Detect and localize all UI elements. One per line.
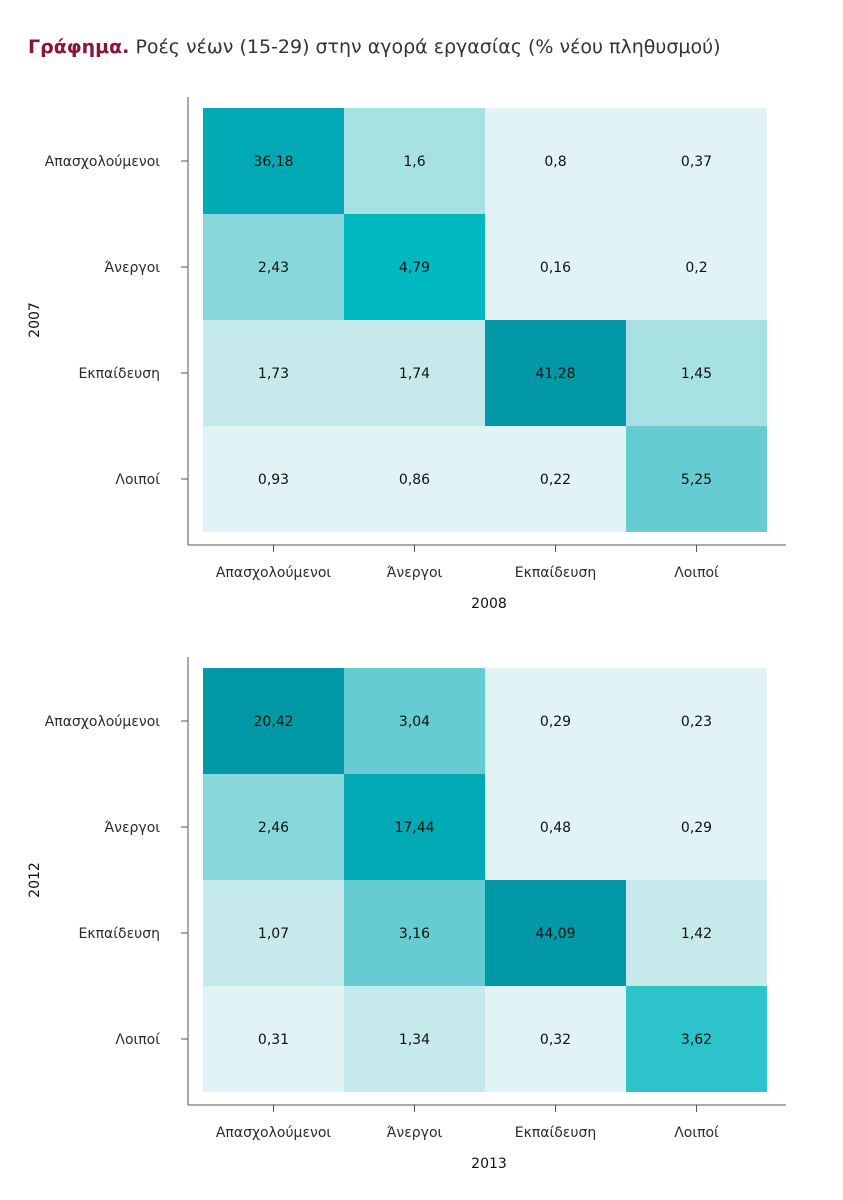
heatmap-cell [485, 214, 626, 320]
cell-value-label: 36,18 [253, 154, 293, 170]
cell-value-label: 3,62 [681, 1032, 712, 1048]
cell-value-label: 5,25 [681, 472, 712, 488]
chart-title-lead: Γράφημα. [28, 36, 130, 58]
cell-value-label: 0,16 [540, 260, 571, 276]
heatmap-cell [203, 214, 344, 320]
x-tick-label: Απασχολούμενοι [216, 1125, 332, 1141]
heatmap-cell [626, 774, 767, 880]
cell-value-label: 20,42 [253, 714, 293, 730]
heatmap-cell [344, 668, 485, 774]
cell-value-label: 1,74 [399, 366, 430, 382]
cell-value-label: 1,34 [399, 1032, 430, 1048]
cell-value-label: 0,23 [681, 714, 712, 730]
x-axis-title: 2008 [471, 596, 507, 612]
cell-value-label: 2,43 [258, 260, 289, 276]
heatmap-cell [626, 668, 767, 774]
heatmap-cell [344, 880, 485, 986]
heatmap-cell [485, 320, 626, 426]
heatmap-cell [626, 426, 767, 532]
y-axis-title: 2007 [27, 302, 43, 338]
x-axis-title: 2013 [471, 1156, 507, 1172]
cell-value-label: 0,48 [540, 820, 571, 836]
cell-value-label: 1,42 [681, 926, 712, 942]
heatmap-cell [344, 214, 485, 320]
y-tick-label: Εκπαίδευση [79, 926, 160, 942]
chart-title: Γράφημα. Ροές νέων (15-29) στην αγορά ερ… [28, 36, 721, 58]
heatmap-cell [344, 426, 485, 532]
heatmap-cell [203, 774, 344, 880]
heatmap-cell [203, 880, 344, 986]
y-tick-label: Απασχολούμενοι [45, 714, 161, 730]
y-tick-label: Άνεργοι [104, 260, 160, 276]
heatmap-cell [485, 426, 626, 532]
cell-value-label: 17,44 [394, 820, 434, 836]
cell-value-label: 0,22 [540, 472, 571, 488]
heatmap-cell [203, 986, 344, 1092]
heatmap-cell [203, 320, 344, 426]
x-tick-label: Λοιποί [674, 565, 719, 581]
cell-value-label: 41,28 [535, 366, 575, 382]
x-tick-label: Άνεργοι [387, 1125, 443, 1141]
heatmap-cell [626, 880, 767, 986]
x-tick-label: Λοιποί [674, 1125, 719, 1141]
cell-value-label: 1,73 [258, 366, 289, 382]
heatmap-cell [626, 986, 767, 1092]
y-tick-label: Άνεργοι [104, 820, 160, 836]
cell-value-label: 0,37 [681, 154, 712, 170]
cell-value-label: 3,04 [399, 714, 430, 730]
cell-value-label: 0,31 [258, 1032, 289, 1048]
chart-title-text: Ροές νέων (15-29) στην αγορά εργασίας (%… [135, 36, 721, 58]
y-tick-label: Εκπαίδευση [79, 366, 160, 382]
cell-value-label: 1,07 [258, 926, 289, 942]
cell-value-label: 0,8 [544, 154, 566, 170]
heatmap-cell [485, 986, 626, 1092]
heatmap-cell [485, 668, 626, 774]
heatmap-cell [344, 986, 485, 1092]
heatmap-cell [626, 320, 767, 426]
cell-value-label: 44,09 [535, 926, 575, 942]
x-tick-label: Άνεργοι [387, 565, 443, 581]
heatmap-cell [203, 668, 344, 774]
cell-value-label: 4,79 [399, 260, 430, 276]
x-tick-label: Απασχολούμενοι [216, 565, 332, 581]
cell-value-label: 1,6 [403, 154, 425, 170]
heatmap-cell [626, 214, 767, 320]
heatmap-cell [203, 426, 344, 532]
cell-value-label: 0,93 [258, 472, 289, 488]
cell-value-label: 2,46 [258, 820, 289, 836]
heatmap-cell [626, 108, 767, 214]
heatmap-cell [344, 320, 485, 426]
heatmap-cell [203, 108, 344, 214]
cell-value-label: 1,45 [681, 366, 712, 382]
y-tick-label: Απασχολούμενοι [45, 154, 161, 170]
heatmap-cell [485, 108, 626, 214]
heatmap-cell [485, 774, 626, 880]
cell-value-label: 0,2 [685, 260, 707, 276]
heatmap-2007-2008: 36,18 1,6 0,8 0,37 2,43 4,79 0,16 0,2 1,73 1,74 41… [27, 97, 786, 612]
cell-value-label: 3,16 [399, 926, 430, 942]
cell-value-label: 0,32 [540, 1032, 571, 1048]
y-tick-label: Λοιποί [115, 1032, 160, 1048]
heatmap-2012-2013: 20,42 3,04 0,29 0,23 2,46 17,44 0,48 0,29 1,07 3,… [27, 657, 786, 1172]
y-tick-label: Λοιποί [115, 472, 160, 488]
cell-value-label: 0,29 [540, 714, 571, 730]
heatmap-cell [485, 880, 626, 986]
heatmap-cell [344, 774, 485, 880]
y-axis-title: 2012 [27, 862, 43, 898]
heatmap-cell [344, 108, 485, 214]
cell-value-label: 0,86 [399, 472, 430, 488]
x-tick-label: Εκπαίδευση [515, 565, 596, 581]
cell-value-label: 0,29 [681, 820, 712, 836]
x-tick-label: Εκπαίδευση [515, 1125, 596, 1141]
